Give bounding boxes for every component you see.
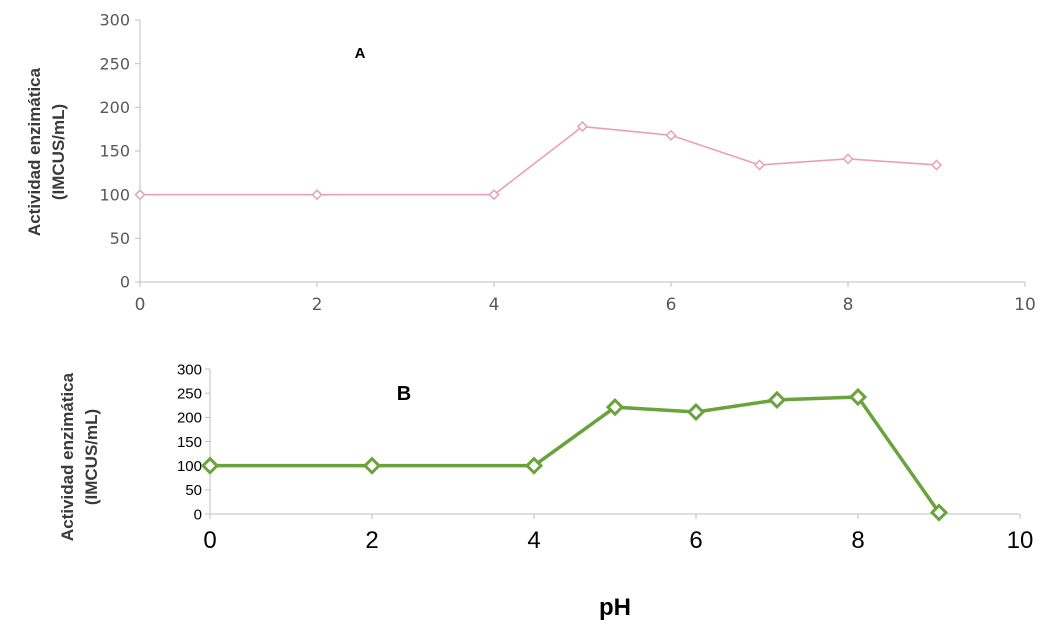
chart-a-x-tick-label: 0	[135, 295, 146, 315]
chart-a-y-ticks: 0 50 100 150 200 250 300	[99, 11, 140, 292]
chart-b-x-ticks: 0 2 4 6 8 10	[203, 514, 1033, 554]
chart-a-x-ticks: 0 2 4 6 8 10	[135, 282, 1036, 315]
chart-a-x-tick-label: 10	[1014, 295, 1036, 315]
chart-a-panel-label: A	[355, 45, 366, 62]
chart-b-data-point	[848, 387, 868, 407]
chart-a-axes	[139, 20, 1025, 283]
chart-a-data-point	[930, 159, 943, 171]
chart-a-y-tick-label: 300	[99, 11, 130, 30]
chart-a-y-tick-label: 200	[99, 98, 130, 117]
chart-a-x-tick-label: 6	[666, 295, 677, 315]
chart-b-data-point	[605, 398, 625, 417]
chart-b-x-tick-label: 6	[689, 527, 702, 554]
chart-b-data-point	[929, 503, 949, 522]
chart-a-y-axis-unit: (IMCUS/mL)	[49, 104, 68, 200]
chart-b-data-point	[767, 390, 787, 410]
chart-a-data-point	[488, 189, 500, 201]
chart-b-y-tick-label: 150	[177, 434, 202, 451]
chart-a-data-point	[311, 189, 323, 201]
chart-a-x-tick-label: 8	[843, 295, 854, 315]
chart-b-data-point	[524, 456, 544, 475]
chart-b-x-axis-label: pH	[599, 594, 631, 621]
chart-b-x-tick-label: 0	[203, 527, 216, 554]
chart-b-y-tick-label: 250	[177, 385, 202, 402]
chart-a-y-tick-label: 50	[110, 229, 130, 248]
chart-a-series-line	[140, 125, 937, 196]
chart-b-y-tick-label: 0	[194, 506, 202, 523]
chart-b: 0 50 100 150 200 250 300 0 2 4 6 8 10 B Actividad e…	[58, 361, 1033, 621]
chart-b-series-line	[210, 395, 941, 514]
chart-a-data-point	[134, 189, 146, 201]
chart-b-y-ticks: 0 50 100 150 200 250 300	[177, 361, 210, 523]
chart-b-y-tick-label: 100	[177, 458, 202, 475]
chart-b-y-tick-label: 50	[185, 482, 202, 499]
chart-b-x-tick-label: 2	[365, 527, 378, 554]
chart-a-y-tick-label: 100	[99, 185, 130, 204]
chart-a-y-axis-label: Actividad enzimática	[25, 67, 44, 236]
chart-b-data-point	[362, 456, 382, 475]
chart-b-y-axis-label: Actividad enzimática	[58, 372, 77, 541]
chart-b-axes	[209, 369, 1020, 515]
chart-a: 0 50 100 150 200 250 300 0 2 4 6 8 10 A Actividad e…	[25, 11, 1036, 315]
chart-a-data-point	[842, 153, 854, 165]
chart-a-data-point	[576, 120, 589, 133]
chart-a-x-tick-label: 4	[489, 295, 500, 315]
chart-b-panel-label: B	[397, 383, 411, 405]
chart-b-data-point	[200, 456, 220, 475]
chart-b-x-tick-label: 10	[1007, 527, 1034, 554]
chart-b-x-tick-label: 4	[527, 527, 540, 554]
chart-b-y-axis-unit: (IMCUS/mL)	[82, 409, 101, 505]
chart-b-y-tick-label: 300	[177, 361, 202, 378]
chart-a-series	[134, 120, 943, 201]
chart-b-data-point	[686, 402, 706, 422]
chart-b-y-tick-label: 200	[177, 410, 202, 427]
chart-a-x-tick-label: 2	[312, 295, 323, 315]
chart-a-y-tick-label: 150	[99, 142, 130, 161]
chart-a-y-tick-label: 250	[99, 54, 130, 73]
chart-b-x-tick-label: 8	[851, 527, 864, 554]
chart-a-y-tick-label: 0	[120, 273, 130, 292]
chart-a-data-point	[753, 159, 766, 171]
chart-a-data-point	[665, 129, 677, 141]
chart-b-series	[200, 387, 949, 522]
